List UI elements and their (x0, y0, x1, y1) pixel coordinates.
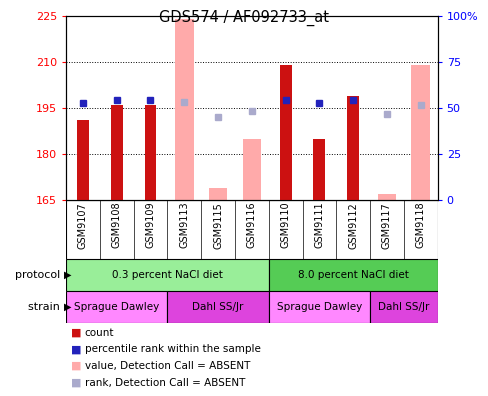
Bar (268, 259, 437, 291)
Text: percentile rank within the sample: percentile rank within the sample (84, 344, 260, 354)
Text: strain: strain (28, 302, 63, 312)
Text: GSM9113: GSM9113 (179, 202, 189, 248)
Bar (175, 19, 193, 200)
Text: GSM9115: GSM9115 (213, 202, 223, 249)
Text: ■: ■ (71, 327, 81, 338)
Text: ■: ■ (71, 361, 81, 371)
Bar (66, 291, 167, 323)
Text: ▶: ▶ (63, 302, 71, 312)
Text: GSM9117: GSM9117 (381, 202, 391, 249)
Text: 0.3 percent NaCl diet: 0.3 percent NaCl diet (112, 270, 223, 280)
Text: count: count (84, 327, 114, 338)
Text: 8.0 percent NaCl diet: 8.0 percent NaCl diet (297, 270, 408, 280)
Text: GSM9108: GSM9108 (111, 202, 122, 248)
Text: ■: ■ (71, 344, 81, 354)
Bar (77, 120, 89, 200)
Text: GSM9110: GSM9110 (280, 202, 290, 248)
Bar (346, 96, 358, 200)
Text: GSM9107: GSM9107 (78, 202, 88, 249)
Text: GSM9118: GSM9118 (415, 202, 425, 248)
Text: Sprague Dawley: Sprague Dawley (74, 302, 159, 312)
Text: protocol: protocol (15, 270, 63, 280)
Bar (242, 139, 261, 200)
Bar (369, 291, 437, 323)
Text: ■: ■ (71, 377, 81, 388)
Text: rank, Detection Call = ABSENT: rank, Detection Call = ABSENT (84, 377, 244, 388)
Text: Dahl SS/Jr: Dahl SS/Jr (192, 302, 243, 312)
Bar (66, 259, 268, 291)
Bar (167, 291, 268, 323)
Text: GSM9116: GSM9116 (246, 202, 256, 248)
Text: GDS574 / AF092733_at: GDS574 / AF092733_at (159, 10, 329, 26)
Text: Sprague Dawley: Sprague Dawley (276, 302, 361, 312)
Text: ▶: ▶ (63, 270, 71, 280)
Bar (279, 65, 291, 200)
Text: GSM9111: GSM9111 (314, 202, 324, 248)
Bar (144, 105, 156, 200)
Bar (268, 291, 369, 323)
Text: GSM9109: GSM9109 (145, 202, 155, 248)
Bar (377, 194, 395, 200)
Text: Dahl SS/Jr: Dahl SS/Jr (377, 302, 428, 312)
Text: value, Detection Call = ABSENT: value, Detection Call = ABSENT (84, 361, 249, 371)
Bar (313, 139, 325, 200)
Text: GSM9112: GSM9112 (347, 202, 357, 249)
Bar (111, 105, 122, 200)
Bar (410, 65, 429, 200)
Bar (208, 188, 227, 200)
